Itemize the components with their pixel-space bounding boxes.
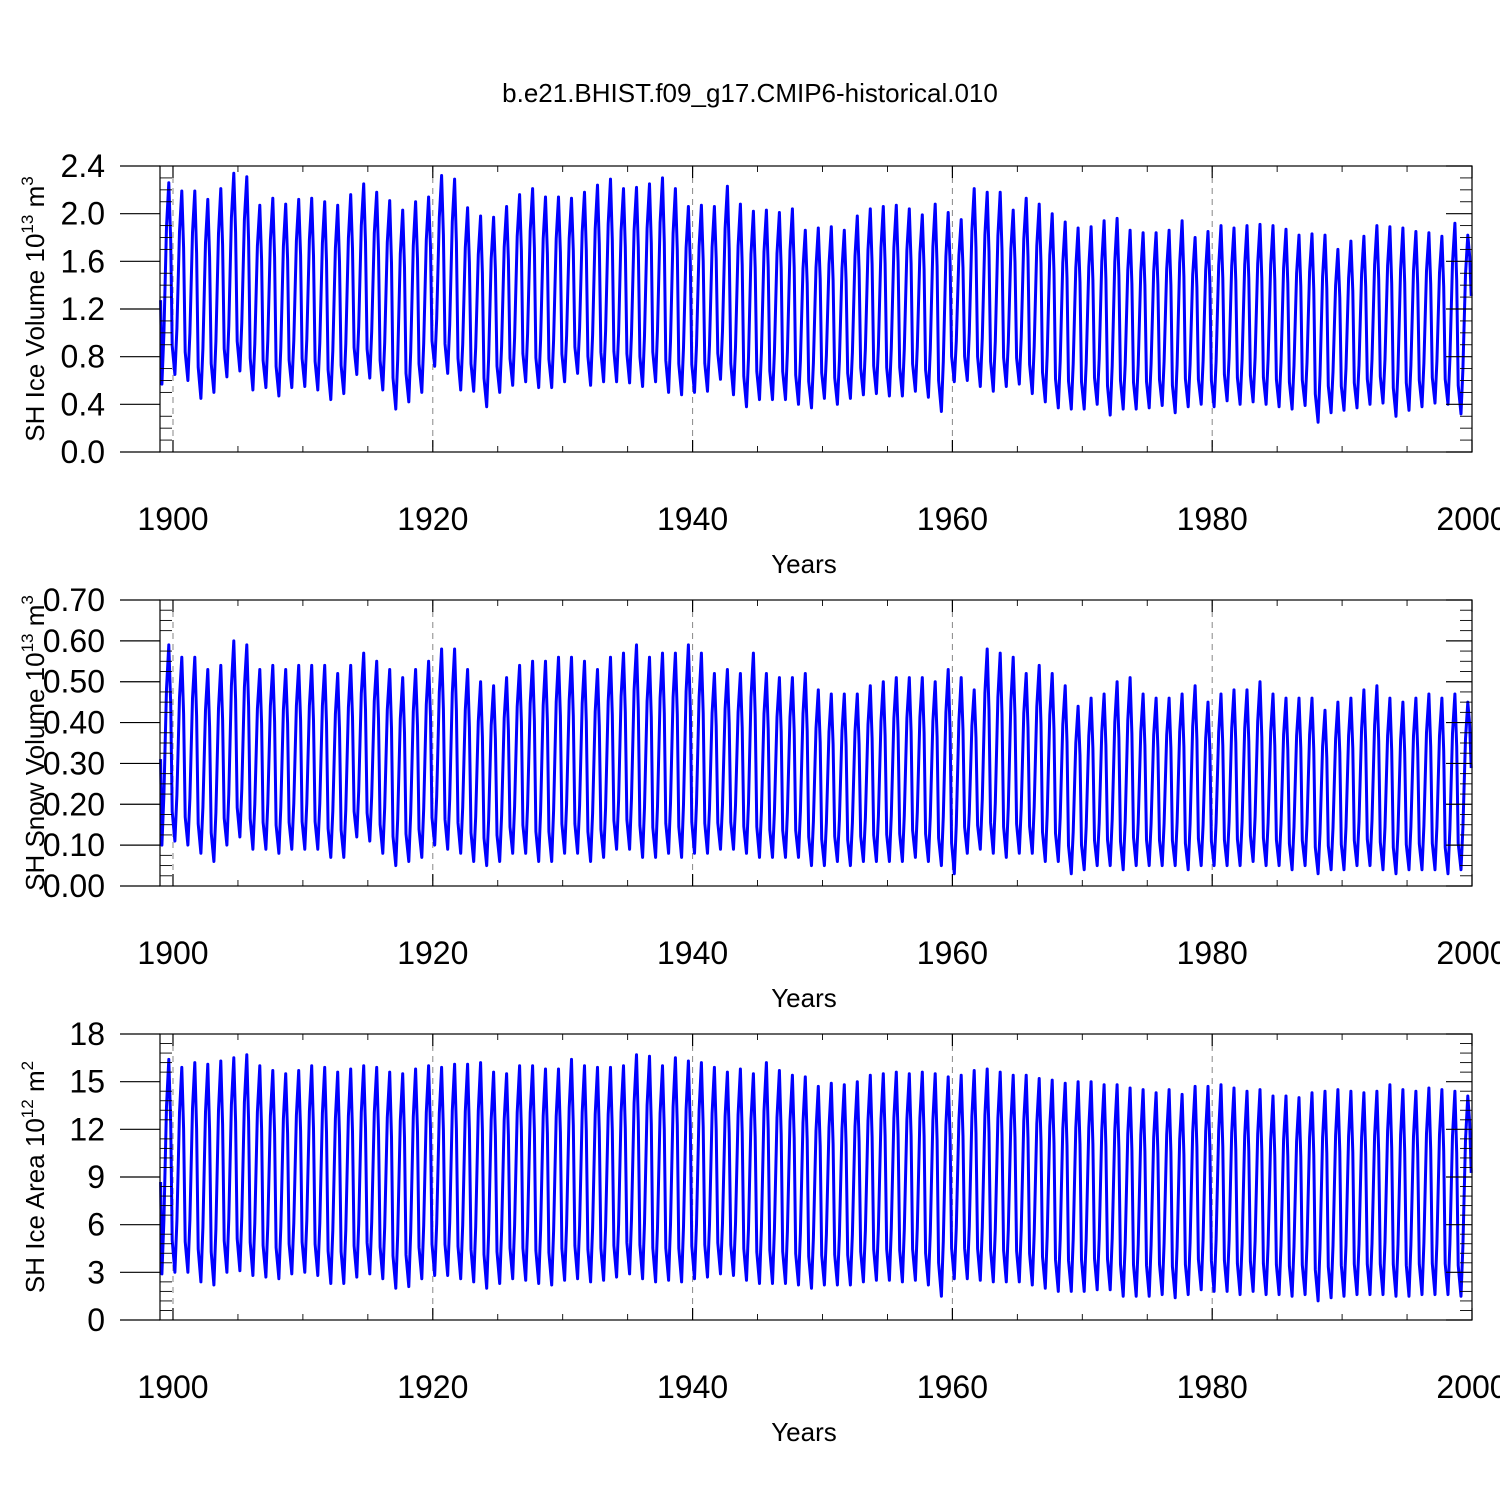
x-tick-label: 1940 bbox=[657, 501, 728, 537]
y-tick-label: 9 bbox=[87, 1159, 105, 1195]
y-tick-label: 0.40 bbox=[43, 705, 105, 741]
chart-panel-3: 1900 1920 1940 1960 1980 2000 0 3 6 9 12 15 18 Years S… bbox=[18, 1016, 1500, 1447]
x-tick-label: 2000 bbox=[1436, 1369, 1500, 1405]
x-tick-label: 1960 bbox=[917, 501, 988, 537]
y-tick-label: 15 bbox=[69, 1064, 105, 1100]
x-tick-label: 1980 bbox=[1177, 935, 1248, 971]
y-tick-label: 12 bbox=[69, 1111, 105, 1147]
x-axis-title: Years bbox=[771, 549, 837, 579]
x-tick-label: 1900 bbox=[137, 935, 208, 971]
x-tick-label: 1940 bbox=[657, 1369, 728, 1405]
series-line bbox=[159, 639, 1473, 876]
y-tick-label: 0 bbox=[87, 1302, 105, 1338]
y-tick-label: 0.8 bbox=[61, 339, 105, 375]
y-tick-label: 2.0 bbox=[61, 196, 105, 232]
y-tick-label: 0.50 bbox=[43, 664, 105, 700]
y-tick-label: 3 bbox=[87, 1254, 105, 1290]
page-title: b.e21.BHIST.f09_g17.CMIP6-historical.010 bbox=[502, 78, 998, 108]
x-tick-label: 1900 bbox=[137, 501, 208, 537]
x-tick-label: 1900 bbox=[137, 1369, 208, 1405]
x-tick-label: 2000 bbox=[1436, 935, 1500, 971]
y-tick-label: 6 bbox=[87, 1207, 105, 1243]
x-tick-label: 1920 bbox=[397, 501, 468, 537]
y-axis-title: SH Ice Volume 1013 m3 bbox=[18, 176, 50, 441]
chart-panel-1: 1900 1920 1940 1960 1980 2000 0.0 0.4 0.8 1.2 1.6 2… bbox=[18, 148, 1500, 579]
x-axis-title: Years bbox=[771, 1417, 837, 1447]
panels: 1900 1920 1940 1960 1980 2000 0.0 0.4 0.8 1.2 1.6 2… bbox=[18, 148, 1500, 1447]
x-tick-label: 1980 bbox=[1177, 501, 1248, 537]
x-tick-label: 1960 bbox=[917, 1369, 988, 1405]
y-axis-title: SH Snow Volume 1013 m3 bbox=[18, 595, 50, 891]
y-tick-label: 0.00 bbox=[43, 868, 105, 904]
y-tick-label: 0.0 bbox=[61, 434, 105, 470]
x-axis-title: Years bbox=[771, 983, 837, 1013]
x-tick-label: 1920 bbox=[397, 935, 468, 971]
y-tick-label: 1.6 bbox=[61, 243, 105, 279]
y-tick-label: 18 bbox=[69, 1016, 105, 1052]
x-tick-label: 2000 bbox=[1436, 501, 1500, 537]
y-tick-label: 1.2 bbox=[61, 291, 105, 327]
y-axis-title: SH Ice Area 1012 m2 bbox=[18, 1061, 50, 1293]
series-line bbox=[159, 1053, 1473, 1303]
x-tick-label: 1940 bbox=[657, 935, 728, 971]
y-tick-label: 0.60 bbox=[43, 623, 105, 659]
chart-panel-2: 1900 1920 1940 1960 1980 2000 0.00 0.10 0.20 0.30… bbox=[18, 582, 1500, 1013]
y-tick-label: 0.20 bbox=[43, 786, 105, 822]
y-tick-label: 0.4 bbox=[61, 386, 105, 422]
y-tick-label: 0.70 bbox=[43, 582, 105, 618]
y-tick-label: 0.30 bbox=[43, 745, 105, 781]
x-tick-label: 1980 bbox=[1177, 1369, 1248, 1405]
x-tick-label: 1960 bbox=[917, 935, 988, 971]
x-tick-label: 1920 bbox=[397, 1369, 468, 1405]
y-tick-label: 0.10 bbox=[43, 827, 105, 863]
series-line bbox=[159, 171, 1473, 424]
y-tick-label: 2.4 bbox=[61, 148, 105, 184]
